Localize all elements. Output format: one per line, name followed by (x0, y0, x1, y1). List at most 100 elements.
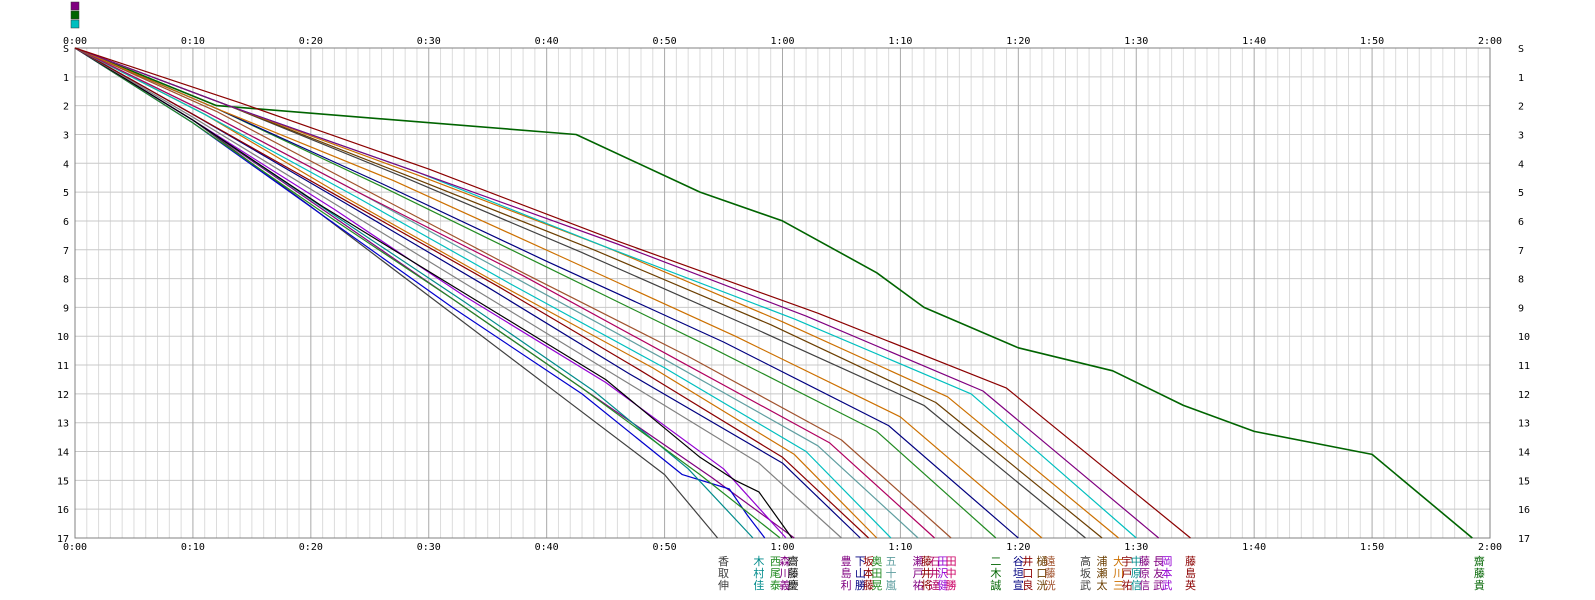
x-tick-label: 1:20 (1006, 542, 1030, 553)
x-tick-label: 2:00 (1478, 36, 1502, 47)
y-tick-label: 11 (57, 361, 69, 372)
x-tick-label: 1:40 (1242, 542, 1266, 553)
runner-label-char: 田 (871, 567, 882, 580)
y-tick-label: 9 (1518, 303, 1524, 314)
y-tick-label: S (1518, 44, 1524, 55)
runner-label-char: 沢 (937, 566, 948, 580)
runner-label-char: 齋 (1474, 554, 1485, 568)
y-tick-label: 4 (63, 159, 69, 170)
y-tick-label: 10 (1518, 332, 1530, 343)
x-tick-label: 1:10 (888, 542, 912, 553)
x-tick-label: 1:30 (1124, 542, 1148, 553)
runner-label-char: 健 (937, 579, 948, 592)
y-tick-label: 16 (57, 505, 69, 516)
legend-swatch (70, 10, 80, 20)
runner-label-char: 木 (990, 567, 1001, 580)
y-tick-label: 16 (1518, 505, 1530, 516)
y-tick-label: S (63, 44, 69, 55)
runner-label-char: 宣 (1013, 578, 1024, 592)
runner-label-char: 島 (1185, 566, 1196, 580)
runner-label-char: 洸 (1045, 578, 1056, 592)
x-tick-label: 1:50 (1360, 542, 1384, 553)
y-tick-label: 12 (57, 390, 69, 401)
y-tick-label: 15 (57, 476, 69, 487)
runner-label-char: 香 (718, 555, 729, 568)
runner-label-char: 中 (946, 567, 957, 580)
runner-label-char: 谷 (1013, 555, 1024, 568)
runner-series-line (74, 47, 1160, 539)
y-tick-label: 6 (63, 217, 69, 228)
y-tick-label: 7 (1518, 246, 1524, 257)
y-tick-label: 17 (1518, 534, 1530, 545)
runner-label-char: 友 (1153, 566, 1164, 580)
y-tick-label: 1 (63, 73, 69, 84)
x-tick-label: 0:10 (181, 36, 205, 47)
y-tick-label: 14 (57, 448, 69, 459)
runner-label-char: 勝 (855, 578, 866, 592)
runner-series-line (74, 47, 766, 539)
runner-label-char: 祐 (1121, 579, 1132, 592)
runner-label-char: 奥 (871, 554, 882, 568)
y-tick-label: 12 (1518, 390, 1530, 401)
runner-label-char: 石 (929, 555, 940, 568)
runner-label-char: 良 (1022, 578, 1033, 592)
runner-label-char: 武 (1080, 579, 1091, 592)
runner-label-char: 宇 (1121, 555, 1132, 568)
x-tick-label: 0:10 (181, 542, 205, 553)
runner-label-char: 本 (1161, 566, 1172, 580)
runner-label-char: 藤 (788, 567, 799, 580)
runner-label-char: 原 (1131, 567, 1142, 580)
series-layer (74, 47, 1473, 539)
runner-label-char: 嵐 (885, 579, 896, 592)
runner-label-char: 戸 (913, 567, 924, 580)
runner-label-char: 将 (921, 579, 932, 592)
x-tick-labels-bottom: 0:00 0:10 0:20 0:30 0:40 0:50 1:00 1:10 1:20 1:30… (63, 542, 1502, 553)
runner-label-char: 川 (1113, 567, 1124, 580)
runner-label-char: 原 (1139, 567, 1150, 580)
y-tick-label: 8 (1518, 275, 1524, 286)
y-tick-label: 17 (57, 534, 69, 545)
runner-label-char: 祐 (913, 579, 924, 592)
runner-label-char: 瀬 (913, 554, 924, 568)
x-tick-label: 1:10 (888, 36, 912, 47)
runner-label-char: 尾 (770, 567, 781, 580)
y-tick-label: 2 (1518, 102, 1524, 113)
runner-label-char: 晃 (871, 579, 882, 592)
runner-label-char: 藤 (921, 555, 932, 568)
runner-label-char: 戸 (1121, 567, 1132, 580)
runner-label-char: 武 (1153, 579, 1164, 592)
runner-label-char: 二 (990, 555, 1001, 568)
runner-label-char: 齋 (788, 554, 799, 568)
runner-label-char: 坂 (863, 555, 874, 568)
runner-label-char: 森 (779, 554, 790, 568)
runner-series-line (74, 47, 892, 539)
runner-label-char: 本 (863, 566, 874, 580)
runner-label-char: 浦 (1097, 555, 1108, 568)
runner-series-line (74, 47, 936, 539)
x-tick-label: 0:40 (535, 36, 559, 47)
y-tick-label: 5 (63, 188, 69, 199)
runner-label-char: 木 (753, 555, 764, 568)
x-tick-label: 2:00 (1478, 542, 1502, 553)
x-tick-labels-top: 0:00 0:10 0:20 0:30 0:40 0:50 1:00 1:10 1:20 1:30… (63, 36, 1502, 47)
plot-frame (74, 47, 1491, 539)
runner-series-line (74, 47, 952, 539)
runner-label-char: 三 (1113, 579, 1124, 592)
x-tick-label: 1:20 (1006, 36, 1030, 47)
x-tick-label: 0:00 (63, 542, 87, 553)
runner-series-line (74, 47, 1473, 539)
runner-label-char: 藤 (1474, 567, 1485, 580)
x-tick-label: 0:00 (63, 36, 87, 47)
runner-label-char: 樋 (1036, 554, 1047, 568)
runner-label-char: 岡 (1161, 555, 1172, 568)
runner-label-char: 大 (1113, 554, 1124, 568)
runner-series-line (74, 47, 842, 539)
runner-label-char: 達 (929, 579, 940, 592)
runner-label-char: 義 (779, 578, 790, 592)
x-tick-label: 0:20 (299, 36, 323, 47)
runner-label-char: 佳 (753, 578, 764, 592)
runner-label-char: 慶 (788, 578, 799, 592)
x-tick-label: 1:30 (1124, 36, 1148, 47)
runner-label-char: 英 (1185, 578, 1196, 592)
